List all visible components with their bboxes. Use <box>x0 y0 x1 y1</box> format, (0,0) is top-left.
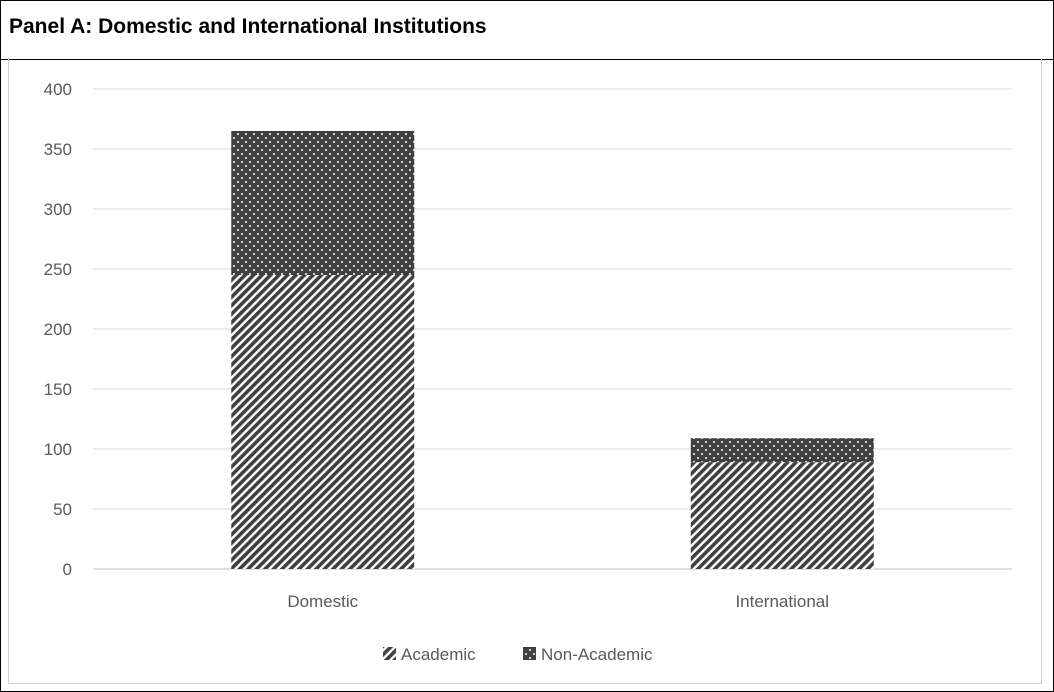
bar-academic-international <box>690 462 874 569</box>
y-tick-label: 150 <box>44 380 72 399</box>
legend: Academic Non-Academic <box>383 645 653 664</box>
panel-header: Panel A: Domestic and International Inst… <box>1 1 1053 60</box>
x-tick-label: Domestic <box>287 592 358 611</box>
plot-area-border <box>8 58 1042 684</box>
bar-academic-domestic <box>231 275 415 569</box>
gridlines <box>93 88 1012 570</box>
axes: 0 50 100 150 200 250 300 350 400 Domestic Internat… <box>44 80 829 611</box>
legend-label: Non-Academic <box>541 645 653 664</box>
y-tick-label: 250 <box>44 260 72 279</box>
y-tick-label: 400 <box>44 80 72 99</box>
bar-non-academic-domestic <box>231 131 415 275</box>
bars <box>231 131 874 569</box>
y-tick-label: 50 <box>53 500 72 519</box>
y-tick-label: 300 <box>44 200 72 219</box>
legend-label: Academic <box>401 645 476 664</box>
legend-swatch-academic <box>383 647 396 660</box>
x-tick-label: International <box>735 592 829 611</box>
y-tick-label: 350 <box>44 140 72 159</box>
chart-title: Panel A: Domestic and International Inst… <box>9 15 487 38</box>
bar-non-academic-international <box>690 438 874 463</box>
legend-swatch-non-academic <box>523 647 536 660</box>
y-tick-label: 100 <box>44 440 72 459</box>
y-tick-label: 200 <box>44 320 72 339</box>
y-tick-label: 0 <box>63 560 72 579</box>
